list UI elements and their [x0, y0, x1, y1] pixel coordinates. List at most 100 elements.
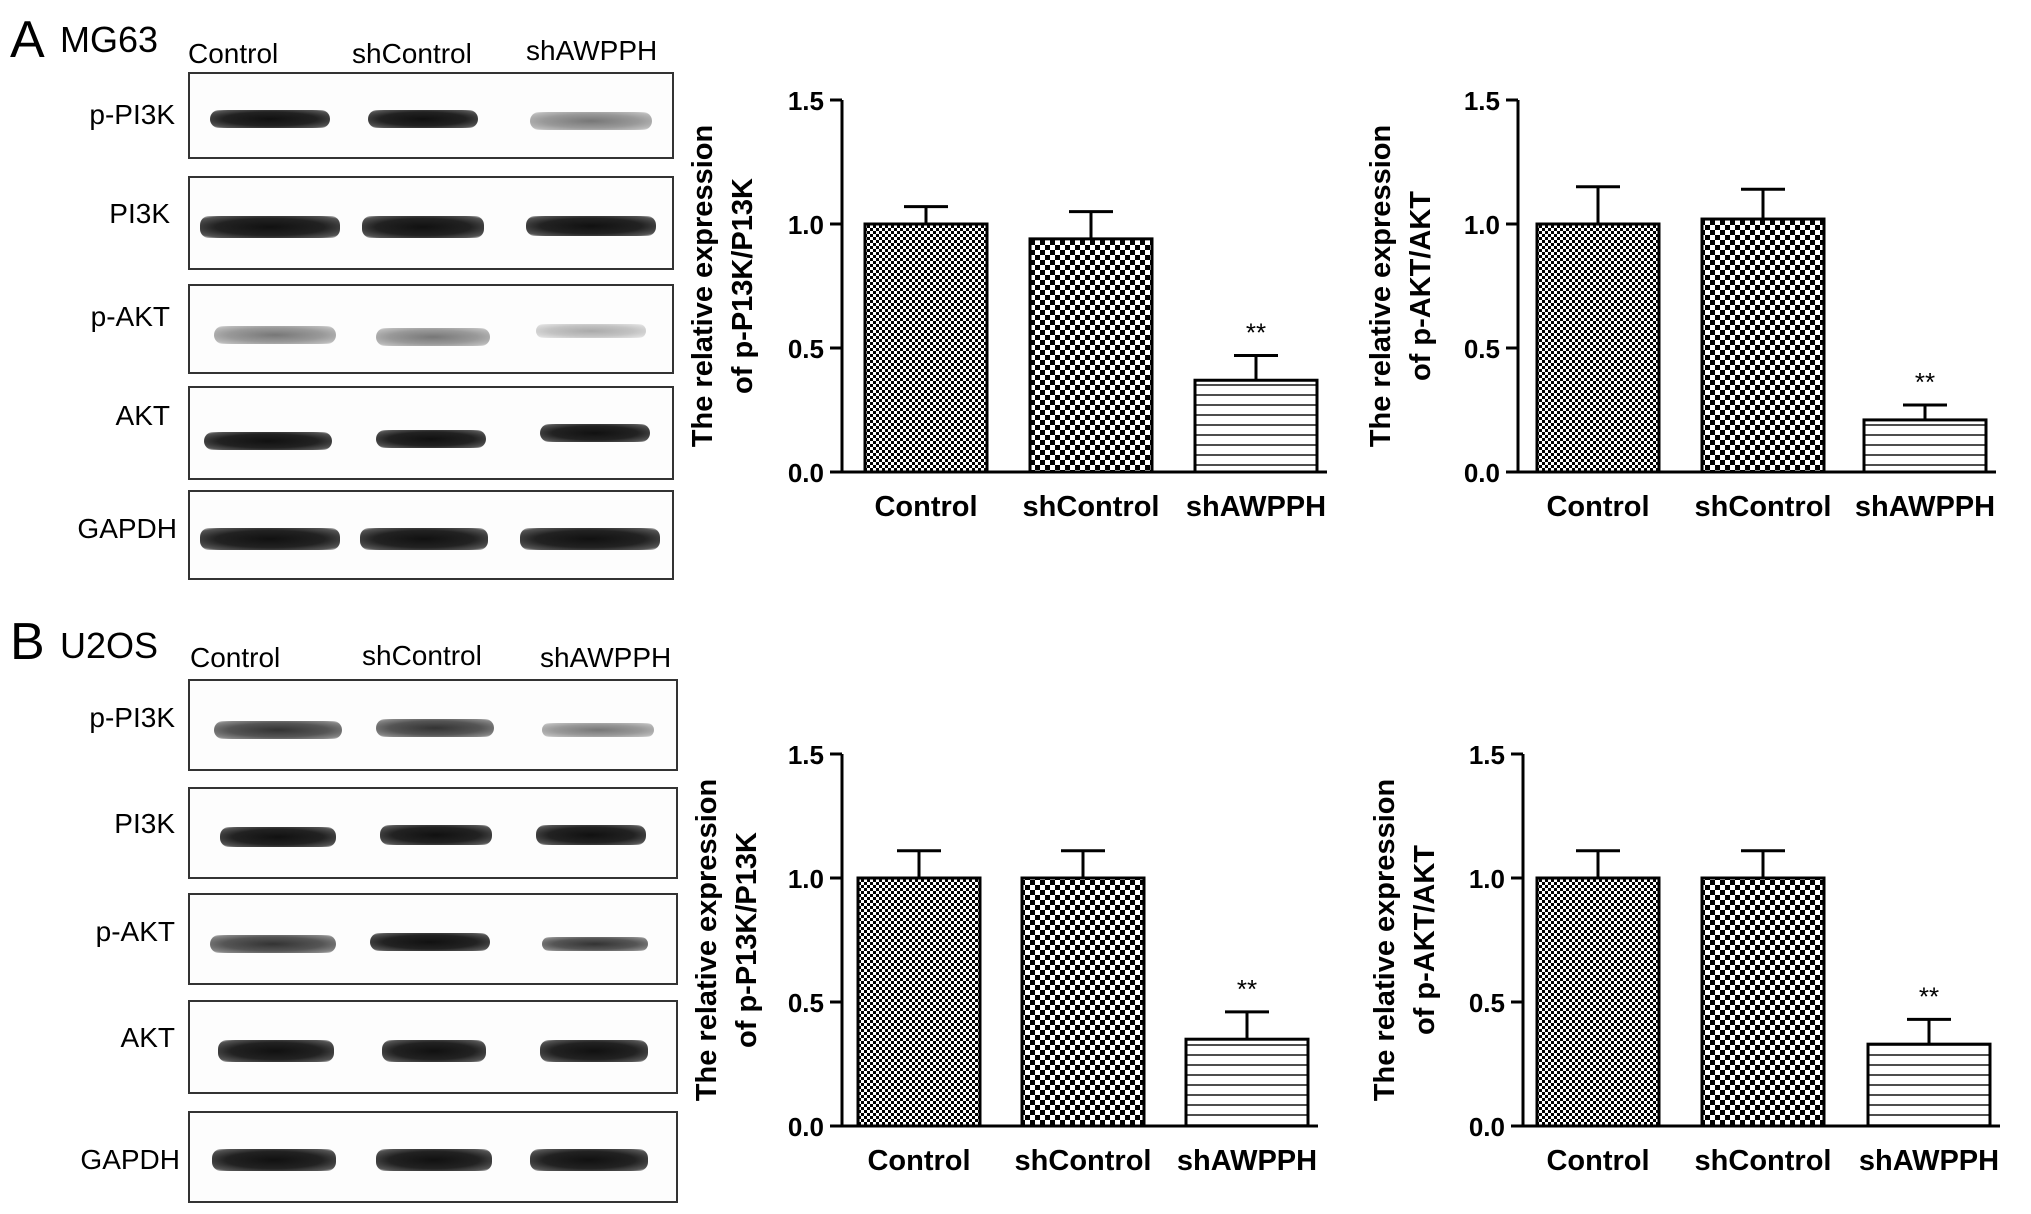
- y-tick-label: 0.0: [1469, 1112, 1505, 1142]
- blot-band: [218, 1040, 334, 1062]
- bar: [856, 876, 982, 1128]
- blot-band: [214, 326, 336, 344]
- blot-band: [212, 1149, 336, 1171]
- y-axis-label: of p-P13K/P13K: [731, 832, 763, 1048]
- bar: [1193, 378, 1319, 474]
- significance-marker: **: [1919, 981, 1939, 1011]
- blot-band: [376, 1149, 492, 1171]
- bar: [1535, 876, 1661, 1128]
- blot-band: [220, 827, 336, 847]
- blot-band: [530, 112, 652, 130]
- blot-band: [214, 721, 342, 739]
- y-axis-label: of p-AKT/AKT: [1405, 191, 1437, 381]
- x-tick-label: shAWPPH: [1186, 491, 1326, 523]
- panel-b-label-akt: AKT: [120, 1022, 175, 1053]
- y-axis-label: The relative expression: [1365, 125, 1397, 447]
- blot-band: [210, 935, 336, 953]
- bar: [1866, 1042, 1992, 1128]
- panel-a-label-akt: AKT: [115, 400, 170, 431]
- blot-band: [536, 825, 646, 845]
- bar: [1184, 1037, 1310, 1128]
- y-axis-label: of p-AKT/AKT: [1409, 845, 1441, 1035]
- bar: [1020, 876, 1146, 1128]
- y-axis-label: of p-P13K/P13K: [727, 178, 759, 394]
- x-tick-label: shAWPPH: [1177, 1145, 1317, 1177]
- blot-band: [210, 110, 330, 128]
- panel-a-blot-p-akt: [188, 284, 674, 374]
- y-tick-label: 1.5: [1469, 740, 1505, 770]
- panel-a-lane-shawpph: shAWPPH: [526, 35, 658, 66]
- blot-band: [376, 328, 490, 346]
- y-tick-label: 1.0: [1464, 210, 1500, 240]
- blot-band: [360, 528, 488, 550]
- panel-a-label-gapdh: GAPDH: [77, 513, 177, 544]
- x-tick-label: shControl: [1015, 1145, 1152, 1177]
- y-tick-label: 0.5: [1469, 988, 1505, 1018]
- blot-band: [540, 424, 650, 442]
- panel-a-cell-line: MG63: [60, 19, 159, 60]
- blot-band: [382, 1040, 486, 1062]
- bar: [1028, 237, 1154, 474]
- panel-b-blot-gapdh: [188, 1111, 678, 1203]
- significance-marker: **: [1915, 367, 1935, 397]
- blot-band: [542, 723, 654, 737]
- panel-b-letter: B: [10, 613, 45, 671]
- x-tick-label: shControl: [1695, 491, 1832, 523]
- panel-a-blot-akt: [188, 386, 674, 480]
- blot-band: [540, 1040, 648, 1062]
- y-tick-label: 0.0: [788, 458, 824, 488]
- blot-band: [520, 528, 660, 550]
- blot-band: [526, 216, 656, 236]
- y-tick-label: 1.0: [788, 864, 824, 894]
- y-tick-label: 1.5: [788, 86, 824, 116]
- panel-b-cell-line: U2OS: [60, 625, 159, 666]
- panel-a-blot-pi3k: [188, 176, 674, 270]
- panel-a-blot-p-pi3k: [188, 72, 674, 159]
- y-tick-label: 1.0: [788, 210, 824, 240]
- panel-b-blot-akt: [188, 1000, 678, 1094]
- panel-b-label-p-akt: p-AKT: [95, 916, 175, 947]
- panel-b-label-gapdh: GAPDH: [80, 1144, 180, 1175]
- y-tick-label: 0.5: [788, 334, 824, 364]
- y-tick-label: 0.5: [788, 988, 824, 1018]
- blot-band: [536, 324, 646, 338]
- blot-band: [530, 1149, 648, 1171]
- bar: [863, 222, 989, 474]
- panel-b-blot-p-akt: [188, 893, 678, 985]
- y-tick-label: 1.5: [1464, 86, 1500, 116]
- y-tick-label: 0.5: [1464, 334, 1500, 364]
- blot-band: [204, 432, 332, 450]
- blot-band: [370, 933, 490, 951]
- x-tick-label: Control: [1546, 491, 1649, 523]
- x-tick-label: Control: [1546, 1145, 1649, 1177]
- blot-band: [200, 216, 340, 238]
- blot-band: [376, 430, 486, 448]
- significance-marker: **: [1246, 317, 1266, 347]
- panel-b-label-pi3k: PI3K: [114, 808, 175, 839]
- bar: [1700, 876, 1826, 1128]
- panel-a-blot-gapdh: [188, 490, 674, 580]
- panel-a-label-p-akt: p-AKT: [90, 301, 170, 332]
- blot-band: [368, 110, 478, 128]
- blot-band: [200, 528, 340, 550]
- panel-b-lane-control: Control: [190, 642, 281, 673]
- panel-b-blot-p-pi3k: [188, 679, 678, 771]
- y-tick-label: 1.0: [1469, 864, 1505, 894]
- panel-a-lane-control: Control: [188, 38, 279, 69]
- panel-b-label-p-pi3k: p-PI3K: [89, 702, 175, 733]
- blot-band: [380, 825, 492, 845]
- y-tick-label: 0.0: [1464, 458, 1500, 488]
- bar: [1700, 217, 1826, 474]
- y-tick-label: 1.5: [788, 740, 824, 770]
- x-tick-label: shAWPPH: [1859, 1145, 1999, 1177]
- blot-band: [362, 216, 484, 238]
- x-tick-label: Control: [874, 491, 977, 523]
- x-tick-label: shControl: [1023, 491, 1160, 523]
- x-tick-label: shAWPPH: [1855, 491, 1995, 523]
- panel-b-lane-shcontrol: shControl: [362, 640, 482, 671]
- bar: [1862, 418, 1988, 474]
